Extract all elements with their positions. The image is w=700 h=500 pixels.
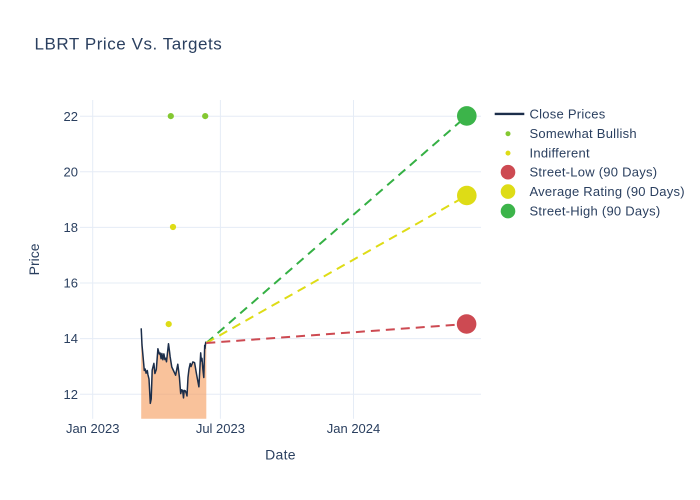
- svg-text:12: 12: [64, 387, 78, 402]
- svg-text:20: 20: [64, 164, 78, 179]
- svg-text:18: 18: [64, 220, 78, 235]
- svg-text:Street-High (90 Days): Street-High (90 Days): [530, 204, 661, 219]
- svg-text:Date: Date: [265, 447, 296, 463]
- svg-text:14: 14: [64, 331, 78, 346]
- svg-text:16: 16: [64, 276, 78, 291]
- svg-text:Jul 2023: Jul 2023: [196, 421, 245, 436]
- svg-text:Indifferent: Indifferent: [530, 146, 590, 161]
- svg-text:Price: Price: [26, 243, 42, 275]
- svg-text:Jan 2023: Jan 2023: [66, 421, 120, 436]
- svg-text:Close Prices: Close Prices: [530, 106, 606, 121]
- svg-text:LBRT Price Vs. Targets: LBRT Price Vs. Targets: [35, 35, 223, 54]
- svg-text:Somewhat Bullish: Somewhat Bullish: [530, 126, 637, 141]
- svg-text:Average Rating (90 Days): Average Rating (90 Days): [530, 184, 685, 199]
- svg-text:22: 22: [64, 109, 78, 124]
- svg-text:Jan 2024: Jan 2024: [327, 421, 381, 436]
- svg-text:Street-Low (90 Days): Street-Low (90 Days): [530, 165, 658, 180]
